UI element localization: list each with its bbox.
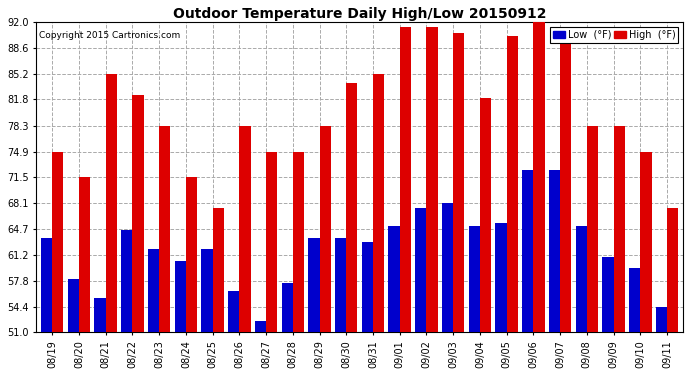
Bar xyxy=(213,207,224,332)
Bar xyxy=(293,152,304,332)
Bar xyxy=(560,41,571,332)
Bar xyxy=(415,207,426,332)
Bar xyxy=(480,98,491,332)
Bar xyxy=(95,298,106,332)
Bar xyxy=(132,95,144,332)
Bar xyxy=(549,170,560,332)
Bar xyxy=(667,207,678,332)
Bar xyxy=(362,242,373,332)
Title: Outdoor Temperature Daily High/Low 20150912: Outdoor Temperature Daily High/Low 20150… xyxy=(173,7,546,21)
Bar xyxy=(282,283,293,332)
Bar xyxy=(68,279,79,332)
Legend: Low  (°F), High  (°F): Low (°F), High (°F) xyxy=(550,27,678,43)
Bar xyxy=(442,203,453,332)
Bar xyxy=(453,33,464,332)
Bar xyxy=(426,27,437,332)
Bar xyxy=(388,226,400,332)
Bar xyxy=(319,126,331,332)
Bar xyxy=(106,74,117,332)
Bar xyxy=(239,126,250,332)
Bar xyxy=(469,226,480,332)
Bar xyxy=(602,257,613,332)
Bar xyxy=(186,177,197,332)
Bar xyxy=(148,249,159,332)
Bar xyxy=(522,170,533,332)
Bar xyxy=(586,126,598,332)
Bar xyxy=(335,238,346,332)
Bar xyxy=(613,126,624,332)
Bar xyxy=(533,22,544,332)
Bar xyxy=(400,27,411,332)
Bar xyxy=(346,82,357,332)
Bar xyxy=(159,126,170,332)
Bar xyxy=(121,230,132,332)
Bar xyxy=(495,223,506,332)
Bar xyxy=(228,291,239,332)
Bar xyxy=(255,321,266,332)
Bar xyxy=(175,261,186,332)
Bar xyxy=(41,238,52,332)
Bar xyxy=(308,238,319,332)
Bar xyxy=(575,226,586,332)
Bar xyxy=(640,152,651,332)
Bar xyxy=(201,249,213,332)
Bar xyxy=(506,36,518,332)
Bar xyxy=(79,177,90,332)
Bar xyxy=(656,308,667,332)
Bar xyxy=(373,74,384,332)
Text: Copyright 2015 Cartronics.com: Copyright 2015 Cartronics.com xyxy=(39,32,181,40)
Bar xyxy=(266,152,277,332)
Bar xyxy=(629,268,640,332)
Bar xyxy=(52,152,63,332)
